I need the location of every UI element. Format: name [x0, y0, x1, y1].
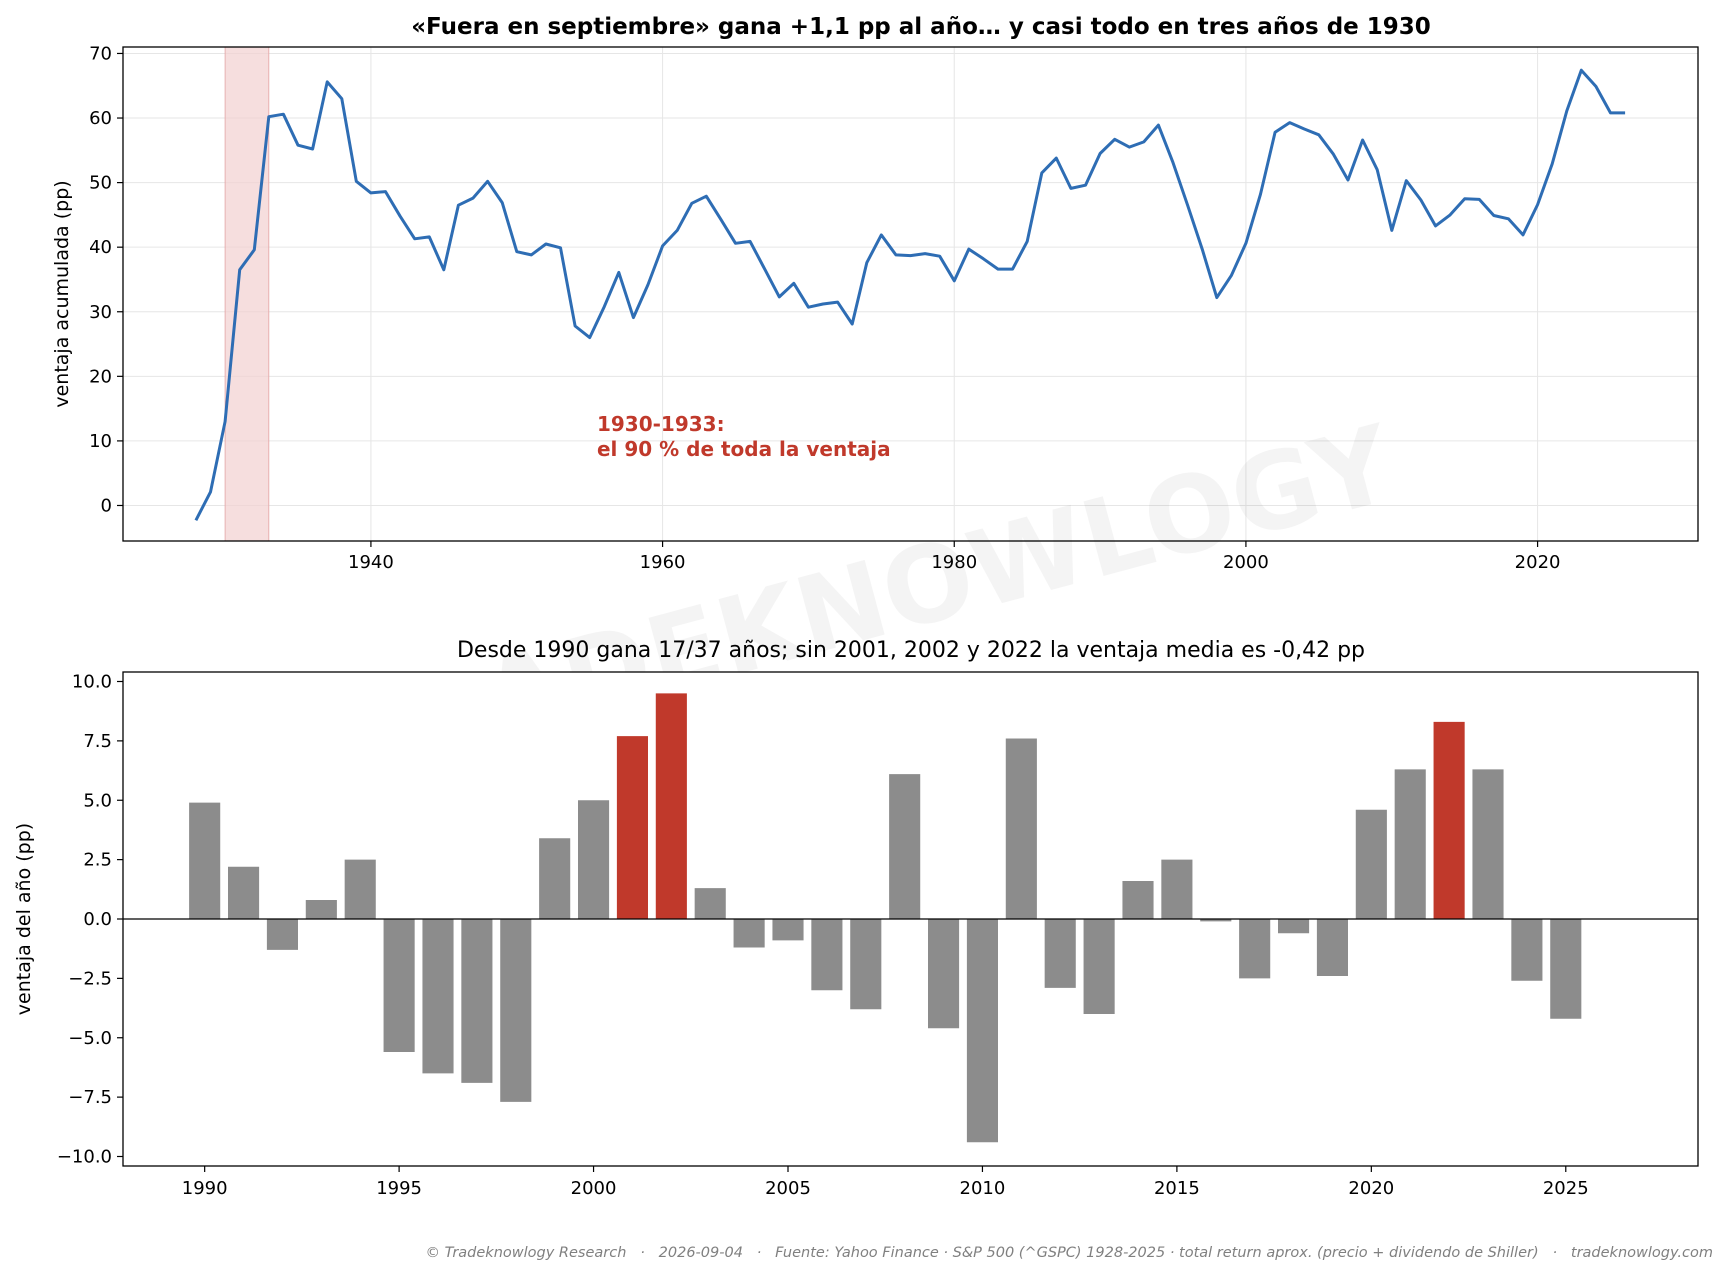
bar-2023	[1472, 769, 1504, 919]
bar-2022	[1433, 721, 1465, 919]
bar-1996	[422, 919, 454, 1074]
bar-2018	[1278, 919, 1310, 934]
yearly-advantage-chart: Desde 1990 gana 17/37 años; sin 2001, 20…	[13, 638, 1699, 1199]
bar-2007	[850, 919, 882, 1010]
bottom-y-tick-label--7.5: −7.5	[68, 1087, 112, 1108]
bar-2014	[1122, 881, 1154, 919]
top-y-tick-label-60: 60	[89, 108, 112, 129]
bottom-x-tick-label-2005: 2005	[765, 1178, 811, 1199]
top-x-tick-label-2000: 2000	[1223, 552, 1269, 573]
bottom-x-tick-label-2000: 2000	[571, 1178, 617, 1199]
bottom-y-tick-label--10: −10.0	[57, 1147, 112, 1168]
bar-2011	[1005, 738, 1037, 919]
top-y-axis-label: ventaja acumulada (pp)	[51, 180, 73, 407]
top-x-axis-ticks: 1940 1960 1980 2000 2020	[348, 541, 1560, 573]
top-x-tick-label-1940: 1940	[348, 552, 394, 573]
top-y-tick-label-40: 40	[89, 237, 112, 258]
bar-2012	[1044, 919, 1076, 988]
bar-1990	[189, 802, 221, 919]
bar-1999	[539, 838, 571, 919]
bottom-x-tick-label-2015: 2015	[1154, 1178, 1200, 1199]
bottom-plot-frame	[122, 671, 1699, 1167]
bottom-y-axis-ticks: −10.0 −7.5 −5.0 −2.5 0.0 2.5 5.0 7.5 10.0	[57, 672, 123, 1168]
bottom-y-tick-label-10: 10.0	[72, 672, 112, 693]
top-plot-area	[123, 47, 1698, 541]
bottom-y-tick-label-5: 5.0	[83, 790, 112, 811]
bar-1997	[461, 919, 493, 1083]
bottom-x-tick-label-2020: 2020	[1348, 1178, 1394, 1199]
bottom-x-tick-label-1995: 1995	[376, 1178, 422, 1199]
bar-1991	[228, 866, 260, 919]
highlight-band-rect	[224, 46, 270, 542]
top-chart-title: «Fuera en septiembre» gana +1,1 pp al añ…	[411, 14, 1431, 40]
bottom-y-tick-label--2.5: −2.5	[68, 968, 112, 989]
bar-2000	[578, 800, 610, 919]
bar-2002	[655, 693, 687, 919]
bottom-x-tick-label-2010: 2010	[960, 1178, 1006, 1199]
top-x-tick-label-1960: 1960	[640, 552, 686, 573]
annotation-line-1: 1930-1933:	[597, 412, 725, 436]
bar-1998	[500, 919, 532, 1102]
bottom-y-axis-label: ventaja del año (pp)	[13, 823, 35, 1015]
top-y-tick-label-50: 50	[89, 173, 112, 194]
bar-2005	[772, 919, 804, 941]
bottom-y-tick-label--5: −5.0	[68, 1028, 112, 1049]
bottom-chart-title: Desde 1990 gana 17/37 años; sin 2001, 20…	[457, 638, 1365, 663]
bar-2021	[1394, 769, 1426, 919]
bar-2008	[889, 774, 921, 919]
cumulative-advantage-line	[194, 68, 1626, 521]
top-y-tick-label-10: 10	[89, 431, 112, 452]
top-y-axis-ticks: 0 10 20 30 40 50 60 70	[89, 43, 123, 516]
bottom-y-tick-label-2.5: 2.5	[83, 850, 112, 871]
top-plot-frame	[122, 46, 1699, 542]
top-y-tick-label-70: 70	[89, 43, 112, 64]
bottom-x-tick-label-2025: 2025	[1543, 1178, 1589, 1199]
footer-credit: © Tradeknowlogy Research · 2026-09-04 · …	[425, 1245, 1713, 1261]
bar-2001	[616, 736, 648, 919]
bar-1994	[344, 859, 376, 919]
bar-2009	[928, 919, 960, 1029]
bottom-y-tick-label-7.5: 7.5	[83, 731, 112, 752]
bar-2010	[966, 919, 998, 1143]
bar-2024	[1511, 919, 1543, 981]
bottom-x-tick-label-1990: 1990	[182, 1178, 228, 1199]
highlight-band-1930-1933	[224, 46, 270, 542]
bar-2020	[1355, 809, 1387, 919]
bottom-y-tick-label-0: 0.0	[83, 909, 112, 930]
bar-2006	[811, 919, 843, 991]
top-y-tick-label-20: 20	[89, 366, 112, 387]
bar-1993	[305, 900, 337, 919]
bar-2003	[694, 888, 726, 919]
bar-2015	[1161, 859, 1193, 919]
top-x-tick-label-2020: 2020	[1515, 552, 1561, 573]
bottom-x-axis-ticks: 1990 1995 2000 2005 2010 2015 2020 2025	[182, 1166, 1589, 1199]
bar-2016	[1200, 919, 1232, 922]
bar-1995	[383, 919, 415, 1052]
bar-2019	[1316, 919, 1348, 976]
annotation-line-2: el 90 % de toda la ventaja	[597, 437, 891, 461]
top-y-tick-label-0: 0	[101, 495, 112, 516]
bar-1992	[266, 919, 298, 950]
top-y-tick-label-30: 30	[89, 302, 112, 323]
cumulative-line-series	[194, 68, 1626, 521]
bar-2017	[1239, 919, 1271, 979]
bar-2004	[733, 919, 765, 948]
top-x-tick-label-1980: 1980	[931, 552, 977, 573]
top-gridlines	[123, 47, 1698, 541]
bar-2013	[1083, 919, 1115, 1014]
yearly-bars	[189, 693, 1582, 1143]
bar-2025	[1550, 919, 1582, 1019]
